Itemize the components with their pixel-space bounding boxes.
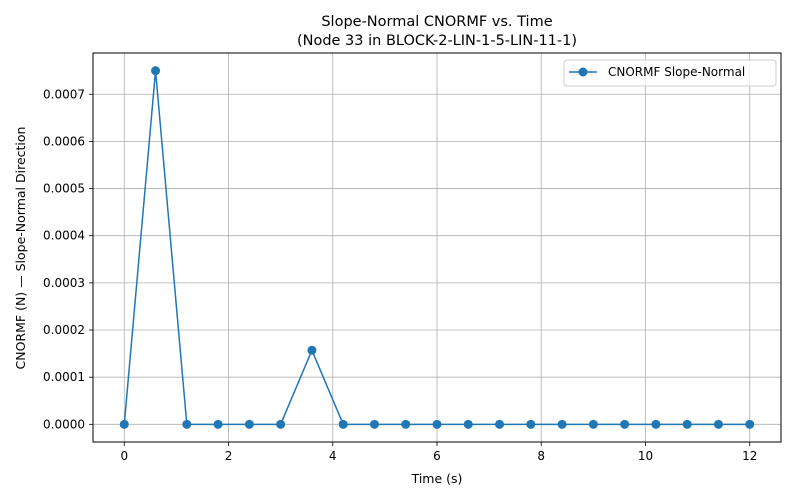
legend-box [563, 59, 777, 87]
y-tick-label: 0.0002 [43, 323, 85, 337]
data-point [588, 419, 598, 429]
data-point [651, 419, 661, 429]
chart-subtitle: (Node 33 in BLOCK-2-LIN-1-5-LIN-11-1) [297, 33, 577, 49]
series-layer [119, 66, 755, 429]
chart-title: Slope-Normal CNORMF vs. Time [321, 14, 552, 30]
data-point [244, 419, 254, 429]
y-tick-label: 0.0000 [43, 417, 85, 431]
y-tick-label: 0.0003 [43, 276, 85, 290]
data-point [620, 419, 630, 429]
legend-label: CNORMF Slope-Normal [608, 65, 745, 79]
data-point [151, 66, 161, 76]
y-tick-label: 0.0007 [43, 87, 85, 101]
data-point [276, 419, 286, 429]
y-axis-label: CNORMF (N) — Slope-Normal Direction [13, 127, 28, 370]
data-point [307, 345, 317, 355]
data-point [463, 419, 473, 429]
data-point [213, 419, 223, 429]
y-tick-label: 0.0006 [43, 134, 85, 148]
x-axis: 0 2 4 6 8 10 12 [120, 442, 757, 463]
data-point [495, 419, 505, 429]
legend: CNORMF Slope-Normal [563, 59, 777, 87]
x-axis-label: Time (s) [411, 471, 463, 486]
x-tick-label: 10 [638, 449, 653, 463]
data-point [432, 419, 442, 429]
data-point [119, 419, 129, 429]
y-tick-label: 0.0005 [43, 182, 85, 196]
data-point [557, 419, 567, 429]
x-tick-label: 6 [433, 449, 441, 463]
data-point [182, 419, 192, 429]
x-tick-label: 12 [742, 449, 757, 463]
x-tick-label: 0 [120, 449, 128, 463]
data-point [713, 419, 723, 429]
data-point [745, 419, 755, 429]
y-axis: 0.0000 0.0001 0.0002 0.0003 0.0004 0.0005 0.00… [43, 87, 93, 431]
data-point [682, 419, 692, 429]
y-tick-label: 0.0004 [43, 229, 85, 243]
x-tick-label: 2 [225, 449, 233, 463]
x-tick-label: 8 [537, 449, 545, 463]
data-point [526, 419, 536, 429]
y-tick-label: 0.0001 [43, 370, 85, 384]
x-tick-label: 4 [329, 449, 337, 463]
data-point [369, 419, 379, 429]
data-point [338, 419, 348, 429]
grid [93, 53, 781, 442]
data-point [401, 419, 411, 429]
legend-marker-swatch [578, 67, 588, 77]
